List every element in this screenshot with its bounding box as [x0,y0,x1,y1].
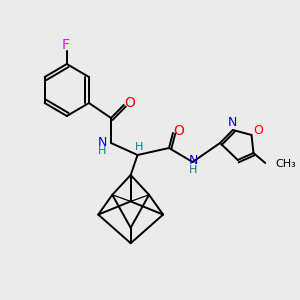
Text: N: N [189,154,198,167]
Text: H: H [189,165,198,175]
Text: H: H [98,146,106,156]
Text: F: F [62,38,70,52]
Text: N: N [98,136,107,148]
Text: CH₃: CH₃ [275,159,296,169]
Text: H: H [135,142,144,152]
Text: O: O [173,124,184,138]
Text: O: O [254,124,263,137]
Text: N: N [228,116,238,130]
Text: O: O [124,96,135,110]
